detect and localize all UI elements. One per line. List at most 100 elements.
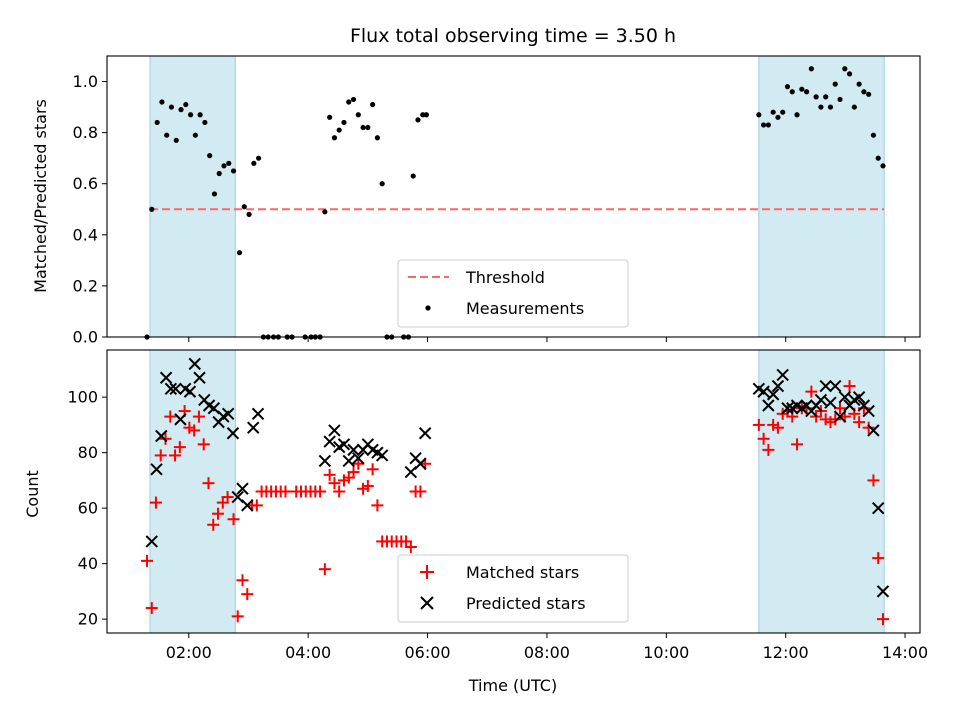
- measurement-point: [880, 163, 886, 169]
- measurement-point: [331, 135, 338, 141]
- predicted-star-point: [418, 427, 432, 440]
- legend-matched-swatch: [420, 565, 434, 579]
- matched-star-point: [791, 438, 804, 451]
- matched-star-point: [762, 443, 775, 456]
- measurement-point: [202, 119, 208, 126]
- measurement-point: [327, 114, 333, 120]
- legend-predicted-swatch: [420, 596, 434, 610]
- predicted-star-point: [766, 388, 780, 401]
- chart-title: Flux total observing time = 3.50 h: [350, 25, 676, 47]
- matched-star-point: [154, 449, 167, 462]
- predicted-star-point: [781, 402, 794, 415]
- measurement-point: [775, 114, 781, 120]
- bottom-ytick-label: 100: [67, 388, 98, 407]
- bottom-legend: Matched stars Predicted stars: [397, 554, 629, 623]
- bottom-ytick-label: 80: [78, 443, 98, 462]
- bottom-ytick-label: 20: [78, 610, 98, 629]
- bottom-panel: 20 40 60 80 100 02:00 04:00 06:00 08:00 10:00 12:…: [23, 349, 928, 695]
- bottom-shaded-interval: [149, 349, 236, 634]
- predicted-star-point: [169, 382, 182, 396]
- predicted-star-point: [247, 421, 260, 434]
- matched-star-point: [212, 507, 225, 520]
- predicted-star-point: [318, 454, 332, 468]
- matched-star-point: [862, 421, 875, 434]
- measurement-point: [211, 191, 218, 197]
- measurement-point: [842, 66, 848, 72]
- measurement-point: [813, 94, 819, 100]
- predicted-star-point: [852, 390, 866, 404]
- measurement-point: [226, 160, 232, 166]
- top-panel: 0.0 0.2 0.4 0.6 0.8 1.0 Flux total observing …: [31, 25, 921, 347]
- measurement-point: [827, 104, 834, 110]
- predicted-star-point: [757, 385, 770, 398]
- measurement-point: [183, 101, 189, 108]
- matched-star-point: [221, 491, 234, 504]
- matched-star-point: [188, 424, 201, 437]
- xtick-label: 06:00: [404, 643, 450, 662]
- matched-star-point: [843, 380, 856, 393]
- legend-measurements-label: Measurements: [466, 299, 584, 318]
- measurement-point: [870, 132, 877, 138]
- measurement-point: [256, 155, 262, 161]
- measurement-point: [355, 112, 361, 118]
- measurement-point: [761, 122, 767, 128]
- matched-star-point: [404, 540, 417, 553]
- matched-star-point: [829, 413, 842, 426]
- predicted-star-point: [183, 385, 197, 398]
- measurement-point: [765, 122, 771, 128]
- measurement-point: [423, 112, 429, 118]
- predicted-star-point: [762, 399, 775, 412]
- measurement-point: [420, 112, 426, 118]
- matched-star-point: [347, 466, 360, 479]
- predicted-star-point: [155, 429, 168, 443]
- measurement-point: [207, 153, 213, 159]
- matched-star-point: [207, 518, 220, 531]
- predicted-star-point: [323, 435, 336, 448]
- measurement-point: [794, 112, 800, 118]
- measurement-point: [187, 112, 194, 118]
- measurement-point: [178, 107, 184, 113]
- measurement-point: [856, 81, 862, 87]
- predicted-star-point: [236, 482, 249, 495]
- top-y-axis-label: Matched/Predicted stars: [31, 99, 50, 293]
- predicted-star-point: [814, 393, 828, 407]
- matched-star-point: [318, 563, 331, 576]
- matched-star-point: [314, 485, 327, 498]
- matched-star-point: [173, 441, 186, 454]
- matched-star-point: [140, 554, 153, 567]
- measurement-point: [374, 135, 381, 141]
- x-axis-label: Time (UTC): [468, 676, 557, 695]
- measurement-point: [875, 155, 881, 161]
- matched-star-point: [279, 485, 292, 498]
- matched-star-point: [414, 485, 427, 498]
- measurement-point: [789, 89, 795, 95]
- measurement-point: [861, 89, 867, 95]
- measurement-point: [164, 132, 170, 138]
- matched-star-point: [192, 410, 205, 423]
- predicted-star-point: [251, 407, 265, 421]
- matched-star-point: [241, 588, 254, 601]
- matched-star-point: [145, 602, 158, 615]
- measurement-point: [846, 71, 853, 77]
- predicted-star-point: [375, 449, 389, 462]
- predicted-star-point: [824, 396, 837, 409]
- measurement-point: [236, 250, 243, 256]
- measurement-point: [216, 170, 222, 177]
- top-ytick-label: 0.2: [73, 276, 98, 295]
- measurement-point: [350, 96, 357, 103]
- measurement-point: [360, 124, 366, 131]
- matched-star-point: [757, 432, 770, 445]
- measurement-point: [808, 66, 814, 72]
- top-ytick-label: 0.0: [73, 328, 98, 347]
- xtick-label: 04:00: [285, 643, 331, 662]
- matched-star-point: [834, 402, 847, 415]
- predicted-star-point: [337, 438, 351, 451]
- matched-star-point: [371, 499, 384, 512]
- legend-matched-label: Matched stars: [466, 563, 579, 582]
- legend-predicted-label: Predicted stars: [466, 594, 586, 613]
- predicted-star-point: [414, 457, 427, 470]
- bottom-y-axis-label: Count: [23, 470, 42, 518]
- measurement-point: [410, 173, 416, 179]
- matched-star-point: [149, 496, 162, 509]
- matched-star-point: [202, 477, 215, 490]
